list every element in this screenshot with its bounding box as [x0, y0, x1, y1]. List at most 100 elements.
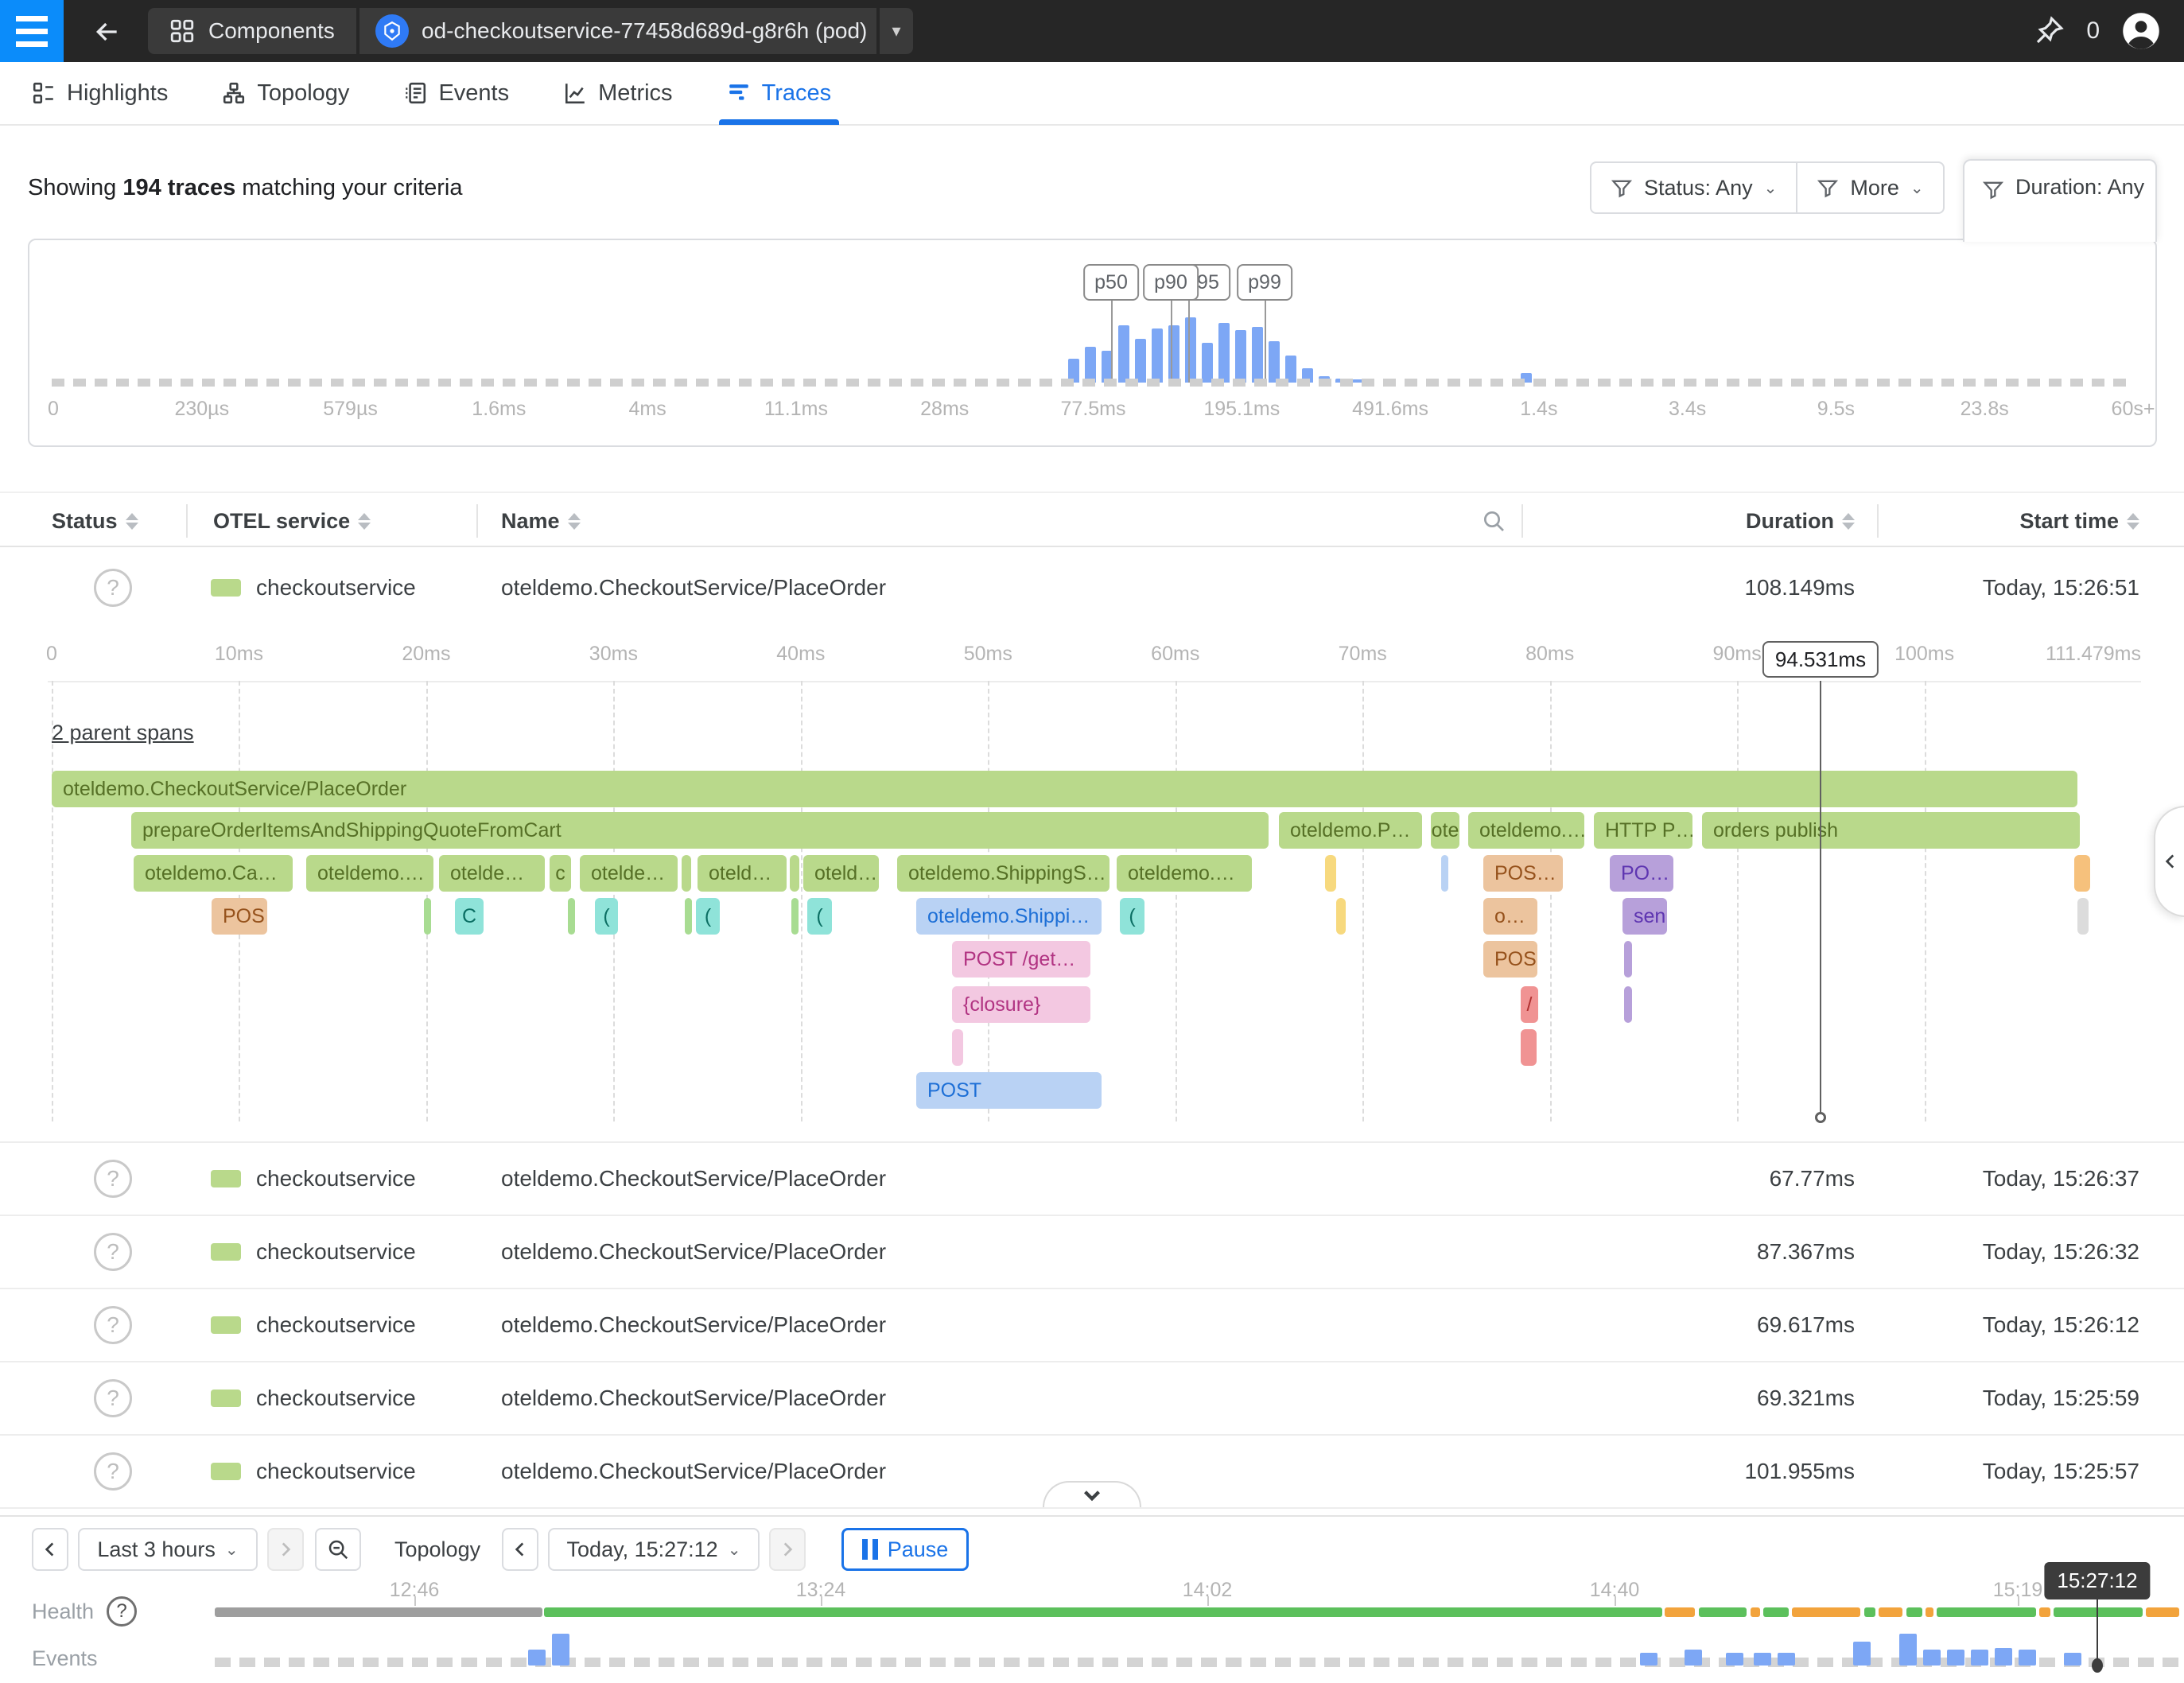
trace-span[interactable]: oteldemo.P…: [1279, 812, 1422, 849]
histogram-bar: [1269, 341, 1280, 383]
tab-metrics[interactable]: Metrics: [560, 61, 675, 125]
trace-span[interactable]: [1624, 941, 1632, 978]
trace-span[interactable]: (: [807, 898, 832, 935]
tab-topology[interactable]: Topology: [219, 61, 352, 125]
trace-span[interactable]: /: [1521, 986, 1538, 1023]
trace-span[interactable]: [568, 898, 575, 935]
table-row[interactable]: ? checkoutservice oteldemo.CheckoutService…: [0, 1143, 2184, 1216]
trace-span[interactable]: c: [550, 855, 571, 892]
pin-icon[interactable]: [2032, 14, 2065, 48]
trace-span[interactable]: orders publish: [1702, 812, 2080, 849]
trace-span[interactable]: otelde…: [439, 855, 545, 892]
trace-span[interactable]: [791, 898, 799, 935]
health-segment-green: [1864, 1607, 1875, 1617]
sort-icon[interactable]: [1842, 512, 1855, 530]
traces-icon: [729, 84, 748, 100]
trace-span[interactable]: POS…: [1483, 855, 1563, 892]
trace-span[interactable]: [685, 898, 692, 935]
trace-span[interactable]: oteldemo.Shippi…: [916, 898, 1102, 935]
trace-span[interactable]: o…: [1483, 898, 1537, 935]
column-header-duration[interactable]: Duration: [1746, 493, 1855, 549]
time-forward-button[interactable]: [769, 1528, 806, 1571]
entity-tab-caret[interactable]: ▾: [878, 8, 913, 54]
trace-span[interactable]: oteldemo.CheckoutService/PlaceOrder: [52, 771, 2077, 807]
parent-spans-link[interactable]: 2 parent spans: [52, 721, 194, 744]
avatar[interactable]: [2120, 10, 2162, 52]
trace-span[interactable]: oteldemo.…: [1117, 855, 1252, 892]
trace-span[interactable]: oteldemo.Ca…: [134, 855, 293, 892]
tab-events[interactable]: Events: [400, 61, 512, 125]
table-row[interactable]: ? checkoutservice oteldemo.CheckoutService…: [0, 1289, 2184, 1362]
back-button[interactable]: [89, 14, 126, 50]
trace-span[interactable]: POST: [916, 1072, 1102, 1109]
sort-icon[interactable]: [567, 512, 581, 530]
trace-span[interactable]: C: [455, 898, 484, 935]
trace-span[interactable]: POS: [1483, 941, 1537, 978]
trace-span[interactable]: PO…: [1610, 855, 1673, 892]
trace-span[interactable]: POST /get…: [952, 941, 1090, 978]
time-back-button[interactable]: [502, 1528, 538, 1571]
column-header-status[interactable]: Status: [52, 493, 138, 549]
waterfall-gridline: [1549, 681, 1552, 1121]
trace-span[interactable]: [952, 1029, 963, 1066]
waterfall-tick-label: 50ms: [963, 643, 1012, 665]
trace-span[interactable]: (: [696, 898, 720, 935]
trace-span[interactable]: [424, 898, 431, 935]
percentile-marker-p90: p90: [1143, 264, 1199, 301]
side-panel-toggle[interactable]: [2154, 806, 2184, 917]
tab-traces[interactable]: Traces: [718, 61, 840, 125]
trace-span[interactable]: oteldemo.ShippingS…: [897, 855, 1109, 892]
zoom-out-button[interactable]: [315, 1528, 361, 1571]
table-row[interactable]: ? checkoutservice oteldemo.CheckoutService…: [0, 1216, 2184, 1289]
column-header-service[interactable]: OTEL service: [213, 493, 371, 549]
status-filter-button[interactable]: Status: Any ⌄: [1591, 163, 1796, 212]
chevron-left-icon: [2165, 854, 2174, 869]
trace-span[interactable]: sen…: [1622, 898, 1667, 935]
trace-span[interactable]: prepareOrderItemsAndShippingQuoteFromCar…: [131, 812, 1269, 849]
trace-span[interactable]: otelde…: [580, 855, 678, 892]
trace-span[interactable]: [682, 855, 691, 892]
duration-filter-button[interactable]: Duration: Any: [1963, 159, 2157, 242]
tab-highlights[interactable]: Highlights: [29, 61, 171, 125]
trace-span[interactable]: [1336, 898, 1346, 935]
duration-cell: 108.149ms: [1744, 575, 1855, 600]
table-row[interactable]: ? checkoutservice oteldemo.CheckoutService…: [0, 1362, 2184, 1436]
components-button[interactable]: Components: [148, 8, 358, 54]
menu-icon[interactable]: [0, 0, 64, 62]
entity-tab[interactable]: od-checkoutservice-77458d689d-g8r6h (pod…: [359, 8, 876, 54]
sort-icon[interactable]: [358, 512, 371, 530]
trace-span[interactable]: oteld…: [698, 855, 787, 892]
time-range-select[interactable]: Last 3 hours ⌄: [78, 1528, 258, 1571]
more-filter-button[interactable]: More ⌄: [1796, 163, 1942, 212]
trace-span[interactable]: (: [595, 898, 618, 935]
range-forward-button[interactable]: [267, 1528, 304, 1571]
trace-span[interactable]: [2074, 855, 2090, 892]
help-icon[interactable]: ?: [107, 1596, 138, 1627]
trace-span[interactable]: [790, 855, 799, 892]
sort-icon[interactable]: [125, 512, 138, 530]
waterfall-cursor-handle[interactable]: [1815, 1112, 1826, 1123]
pause-button[interactable]: Pause: [841, 1528, 969, 1571]
sort-icon[interactable]: [2127, 512, 2139, 530]
column-header-start[interactable]: Start time: [2019, 493, 2139, 549]
trace-span[interactable]: [1521, 1029, 1537, 1066]
trace-span[interactable]: ote: [1431, 812, 1459, 849]
trace-span[interactable]: [1624, 986, 1632, 1023]
trace-span[interactable]: oteld…: [803, 855, 879, 892]
trace-span[interactable]: oteldemo.…: [1468, 812, 1584, 849]
trace-span[interactable]: [1441, 855, 1448, 892]
trace-span[interactable]: {closure}: [952, 986, 1090, 1023]
trace-span[interactable]: [2077, 898, 2089, 935]
trace-span[interactable]: [1325, 855, 1336, 892]
trace-span[interactable]: HTTP P…: [1594, 812, 1692, 849]
range-back-button[interactable]: [32, 1528, 68, 1571]
trace-span[interactable]: oteldemo.…: [306, 855, 433, 892]
collapse-trace-button[interactable]: [1043, 1481, 1141, 1507]
table-row[interactable]: ? checkoutservice oteldemo.CheckoutService…: [0, 547, 2184, 628]
timestamp-select[interactable]: Today, 15:27:12 ⌄: [548, 1528, 760, 1571]
trace-span[interactable]: POS: [212, 898, 267, 935]
column-header-name[interactable]: Name: [501, 493, 581, 549]
table-search-button[interactable]: [1481, 493, 1506, 549]
trace-span[interactable]: (: [1120, 898, 1144, 935]
timeline-cursor-handle[interactable]: [2092, 1658, 2103, 1673]
